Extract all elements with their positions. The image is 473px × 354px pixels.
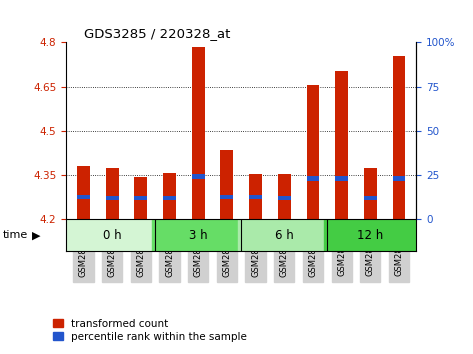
Bar — [77, 166, 90, 219]
Text: 12 h: 12 h — [357, 229, 384, 242]
Bar — [324, 219, 416, 251]
Bar — [134, 196, 147, 200]
Bar — [335, 176, 348, 181]
Bar — [278, 175, 291, 219]
Bar — [163, 196, 176, 200]
Bar — [364, 196, 377, 200]
Bar — [393, 176, 405, 181]
Text: GDS3285 / 220328_at: GDS3285 / 220328_at — [84, 27, 230, 40]
Bar — [364, 168, 377, 219]
Bar — [249, 195, 262, 199]
Text: ▶: ▶ — [32, 230, 40, 240]
Bar — [192, 47, 205, 219]
Bar — [163, 173, 176, 219]
Bar — [152, 219, 244, 251]
Bar — [249, 174, 262, 219]
Bar — [238, 219, 330, 251]
Text: time: time — [2, 230, 27, 240]
Bar — [307, 176, 319, 181]
Bar — [393, 56, 405, 219]
Text: 3 h: 3 h — [189, 229, 208, 242]
Bar — [105, 196, 119, 200]
Bar — [278, 196, 291, 200]
Text: 6 h: 6 h — [275, 229, 294, 242]
Bar — [335, 70, 348, 219]
Bar — [220, 150, 233, 219]
Bar — [192, 174, 205, 179]
Bar — [134, 177, 147, 219]
Bar — [307, 85, 319, 219]
Legend: transformed count, percentile rank within the sample: transformed count, percentile rank withi… — [53, 319, 247, 342]
Bar — [77, 195, 90, 199]
Bar — [220, 195, 233, 199]
Bar — [105, 168, 119, 219]
Text: 0 h: 0 h — [103, 229, 122, 242]
Bar — [66, 219, 158, 251]
